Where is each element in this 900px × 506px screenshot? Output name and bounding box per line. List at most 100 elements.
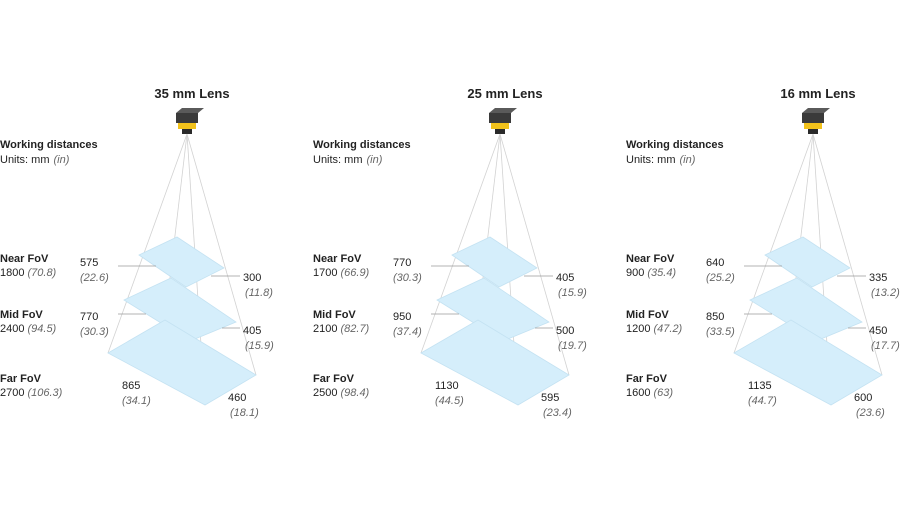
camera-lens xyxy=(808,129,818,134)
panel-title: 35 mm Lens xyxy=(154,86,229,101)
width-mm: 770 xyxy=(393,257,411,269)
fov-distance: 1200 (47.2) xyxy=(626,323,683,335)
distance-mm: 1700 xyxy=(313,267,337,279)
width-in: (33.5) xyxy=(706,326,735,338)
fov-edge xyxy=(186,133,257,376)
working-label: Working distances xyxy=(626,139,724,151)
height-in: (23.6) xyxy=(856,407,885,419)
fov-label: Far FoV xyxy=(0,373,42,385)
distance-in: (35.4) xyxy=(647,267,676,279)
fov-label: Near FoV xyxy=(0,253,49,265)
units-label: Units: mm (in) xyxy=(0,154,70,166)
width-mm: 770 xyxy=(80,311,98,323)
width-in: (37.4) xyxy=(393,326,422,338)
fov-label: Mid FoV xyxy=(0,309,43,321)
width-in: (44.5) xyxy=(435,395,464,407)
camera-body xyxy=(176,113,198,123)
width-mm: 575 xyxy=(80,257,98,269)
width-mm: 640 xyxy=(706,257,724,269)
width-in: (22.6) xyxy=(80,272,109,284)
fov-distance: 2500 (98.4) xyxy=(313,387,370,399)
fov-distance: 1700 (66.9) xyxy=(313,267,370,279)
units-in: (in) xyxy=(680,154,696,166)
camera-body xyxy=(489,113,511,123)
units-label: Units: mm (in) xyxy=(626,154,696,166)
camera-icon xyxy=(802,108,830,134)
fov-distance: 2400 (94.5) xyxy=(0,323,57,335)
distance-in: (94.5) xyxy=(27,323,56,335)
distance-mm: 900 xyxy=(626,267,644,279)
height-in: (15.9) xyxy=(245,340,274,352)
fov-label: Near FoV xyxy=(626,253,675,265)
distance-mm: 1800 xyxy=(0,267,24,279)
camera-icon xyxy=(176,108,204,134)
units-label: Units: mm (in) xyxy=(313,154,383,166)
height-in: (15.9) xyxy=(558,287,587,299)
height-mm: 460 xyxy=(228,392,246,404)
distance-mm: 1600 xyxy=(626,387,650,399)
fov-distance: 1600 (63) xyxy=(626,387,673,399)
fov-distance: 1800 (70.8) xyxy=(0,267,57,279)
camera-top xyxy=(802,108,830,113)
height-mm: 300 xyxy=(243,272,261,284)
fov-plane xyxy=(420,319,570,406)
distance-in: (70.8) xyxy=(27,267,56,279)
camera-top xyxy=(489,108,517,113)
working-label: Working distances xyxy=(313,139,411,151)
height-in: (23.4) xyxy=(543,407,572,419)
height-mm: 450 xyxy=(869,325,887,337)
camera-icon xyxy=(489,108,517,134)
fov-distance: 2100 (82.7) xyxy=(313,323,370,335)
width-mm: 1135 xyxy=(748,380,772,392)
distance-mm: 2500 xyxy=(313,387,337,399)
distance-in: (98.4) xyxy=(340,387,369,399)
units-in: (in) xyxy=(367,154,383,166)
fov-distance: 2700 (106.3) xyxy=(0,387,63,399)
units-mm: Units: mm xyxy=(313,154,363,166)
distance-in: (82.7) xyxy=(340,323,369,335)
width-in: (34.1) xyxy=(122,395,151,407)
lens-panel: 35 mm Lens Working distances Units: mm (in)… xyxy=(0,86,274,419)
width-mm: 865 xyxy=(122,380,140,392)
fov-plane xyxy=(107,319,257,406)
width-mm: 850 xyxy=(706,311,724,323)
width-mm: 950 xyxy=(393,311,411,323)
fov-edge xyxy=(107,133,188,354)
distance-mm: 2100 xyxy=(313,323,337,335)
fov-edge xyxy=(733,133,814,354)
height-in: (17.7) xyxy=(871,340,900,352)
fov-edge xyxy=(420,133,501,354)
height-in: (13.2) xyxy=(871,287,900,299)
height-mm: 595 xyxy=(541,392,559,404)
working-label: Working distances xyxy=(0,139,98,151)
fov-plane xyxy=(733,319,883,406)
height-mm: 600 xyxy=(854,392,872,404)
fov-label: Near FoV xyxy=(313,253,362,265)
units-mm: Units: mm xyxy=(0,154,50,166)
fov-label: Mid FoV xyxy=(626,309,669,321)
camera-ring xyxy=(491,123,509,129)
width-in: (25.2) xyxy=(706,272,735,284)
distance-in: (63) xyxy=(653,387,673,399)
camera-ring xyxy=(804,123,822,129)
height-mm: 500 xyxy=(556,325,574,337)
distance-in: (66.9) xyxy=(340,267,369,279)
distance-in: (106.3) xyxy=(27,387,62,399)
distance-mm: 2700 xyxy=(0,387,24,399)
lens-panel: 16 mm Lens Working distances Units: mm (in)… xyxy=(626,86,900,419)
panel-title: 16 mm Lens xyxy=(780,86,855,101)
camera-lens xyxy=(182,129,192,134)
height-mm: 405 xyxy=(556,272,574,284)
fov-distance: 900 (35.4) xyxy=(626,267,676,279)
height-mm: 405 xyxy=(243,325,261,337)
fov-label: Far FoV xyxy=(626,373,668,385)
width-in: (30.3) xyxy=(80,326,109,338)
distance-mm: 1200 xyxy=(626,323,650,335)
fov-edge xyxy=(499,133,570,376)
fov-plane xyxy=(451,236,538,288)
distance-mm: 2400 xyxy=(0,323,24,335)
fov-edge xyxy=(812,133,883,376)
height-in: (18.1) xyxy=(230,407,259,419)
fov-label: Far FoV xyxy=(313,373,355,385)
